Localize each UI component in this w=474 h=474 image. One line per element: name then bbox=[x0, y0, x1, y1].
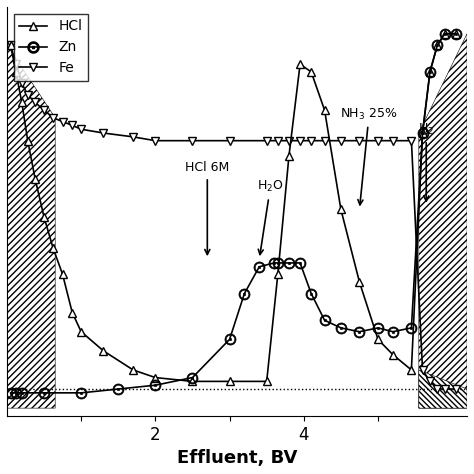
HCl bbox=[409, 367, 414, 373]
Text: H$_2$O: H$_2$O bbox=[257, 179, 283, 255]
HCl bbox=[69, 310, 75, 316]
Zn bbox=[8, 390, 13, 396]
Fe bbox=[322, 138, 328, 144]
HCl bbox=[390, 352, 396, 357]
Zn bbox=[409, 325, 414, 331]
Zn bbox=[322, 318, 328, 323]
Line: Fe: Fe bbox=[7, 41, 460, 393]
Fe bbox=[69, 123, 75, 128]
Fe bbox=[32, 100, 38, 105]
Fe bbox=[60, 118, 65, 124]
Fe bbox=[435, 386, 440, 392]
HCl bbox=[153, 375, 158, 381]
Zn bbox=[13, 390, 18, 396]
Fe bbox=[275, 138, 281, 144]
Line: HCl: HCl bbox=[7, 29, 460, 385]
Zn bbox=[41, 390, 47, 396]
HCl bbox=[453, 31, 459, 36]
HCl bbox=[227, 379, 232, 384]
Fe bbox=[78, 127, 84, 132]
HCl bbox=[419, 130, 425, 136]
Zn bbox=[78, 390, 84, 396]
Zn bbox=[375, 325, 381, 331]
Fe bbox=[13, 62, 18, 67]
Fe bbox=[153, 138, 158, 144]
Zn bbox=[390, 329, 396, 335]
Zn bbox=[242, 291, 247, 296]
Zn bbox=[271, 260, 277, 266]
HCl bbox=[41, 214, 47, 220]
Fe bbox=[19, 81, 25, 86]
Zn bbox=[256, 264, 262, 270]
HCl bbox=[356, 279, 362, 285]
HCl bbox=[32, 176, 38, 182]
Fe bbox=[190, 138, 195, 144]
Zn bbox=[453, 31, 459, 36]
Fe bbox=[309, 138, 314, 144]
Fe bbox=[409, 138, 414, 144]
HCl bbox=[100, 348, 106, 354]
HCl bbox=[435, 42, 440, 48]
HCl bbox=[286, 153, 292, 159]
Zn bbox=[275, 260, 281, 266]
Fe bbox=[130, 134, 136, 140]
HCl bbox=[322, 107, 328, 113]
Fe bbox=[227, 138, 232, 144]
Zn bbox=[338, 325, 344, 331]
Zn bbox=[297, 260, 303, 266]
Zn bbox=[115, 386, 121, 392]
HCl bbox=[130, 367, 136, 373]
Fe bbox=[419, 367, 425, 373]
Zn bbox=[227, 337, 232, 342]
Zn bbox=[190, 375, 195, 381]
Zn bbox=[427, 69, 433, 75]
Zn bbox=[309, 291, 314, 296]
HCl bbox=[25, 138, 30, 144]
Zn bbox=[419, 130, 425, 136]
HCl bbox=[13, 69, 18, 75]
HCl bbox=[264, 379, 270, 384]
Text: NH$_3$ 25%: NH$_3$ 25% bbox=[340, 107, 398, 205]
Fe bbox=[453, 386, 459, 392]
HCl bbox=[50, 245, 56, 250]
Fe bbox=[427, 379, 433, 384]
Zn bbox=[286, 260, 292, 266]
Text: H$_2$: H$_2$ bbox=[418, 122, 434, 201]
Text: HCl 6M: HCl 6M bbox=[185, 161, 229, 255]
Fe bbox=[375, 138, 381, 144]
HCl bbox=[19, 100, 25, 105]
HCl bbox=[78, 329, 84, 335]
Fe bbox=[297, 138, 303, 144]
Fe bbox=[442, 386, 447, 392]
Zn bbox=[442, 31, 447, 36]
Fe bbox=[356, 138, 362, 144]
Fe bbox=[25, 92, 30, 98]
HCl bbox=[338, 207, 344, 212]
Fe bbox=[390, 138, 396, 144]
Line: Zn: Zn bbox=[5, 28, 462, 399]
Zn bbox=[356, 329, 362, 335]
Fe bbox=[338, 138, 344, 144]
HCl bbox=[275, 272, 281, 277]
HCl bbox=[427, 69, 433, 75]
Fe bbox=[41, 107, 47, 113]
HCl bbox=[309, 69, 314, 75]
X-axis label: Effluent, BV: Effluent, BV bbox=[177, 449, 297, 467]
Fe bbox=[264, 138, 270, 144]
Fe bbox=[100, 130, 106, 136]
Legend: HCl, Zn, Fe: HCl, Zn, Fe bbox=[14, 14, 88, 81]
HCl bbox=[297, 62, 303, 67]
HCl bbox=[60, 272, 65, 277]
Fe bbox=[286, 138, 292, 144]
HCl bbox=[375, 337, 381, 342]
Fe bbox=[50, 115, 56, 120]
Zn bbox=[153, 383, 158, 388]
Zn bbox=[19, 390, 25, 396]
HCl bbox=[8, 42, 13, 48]
Zn bbox=[435, 42, 440, 48]
Fe bbox=[8, 42, 13, 48]
HCl bbox=[442, 31, 447, 36]
HCl bbox=[190, 379, 195, 384]
